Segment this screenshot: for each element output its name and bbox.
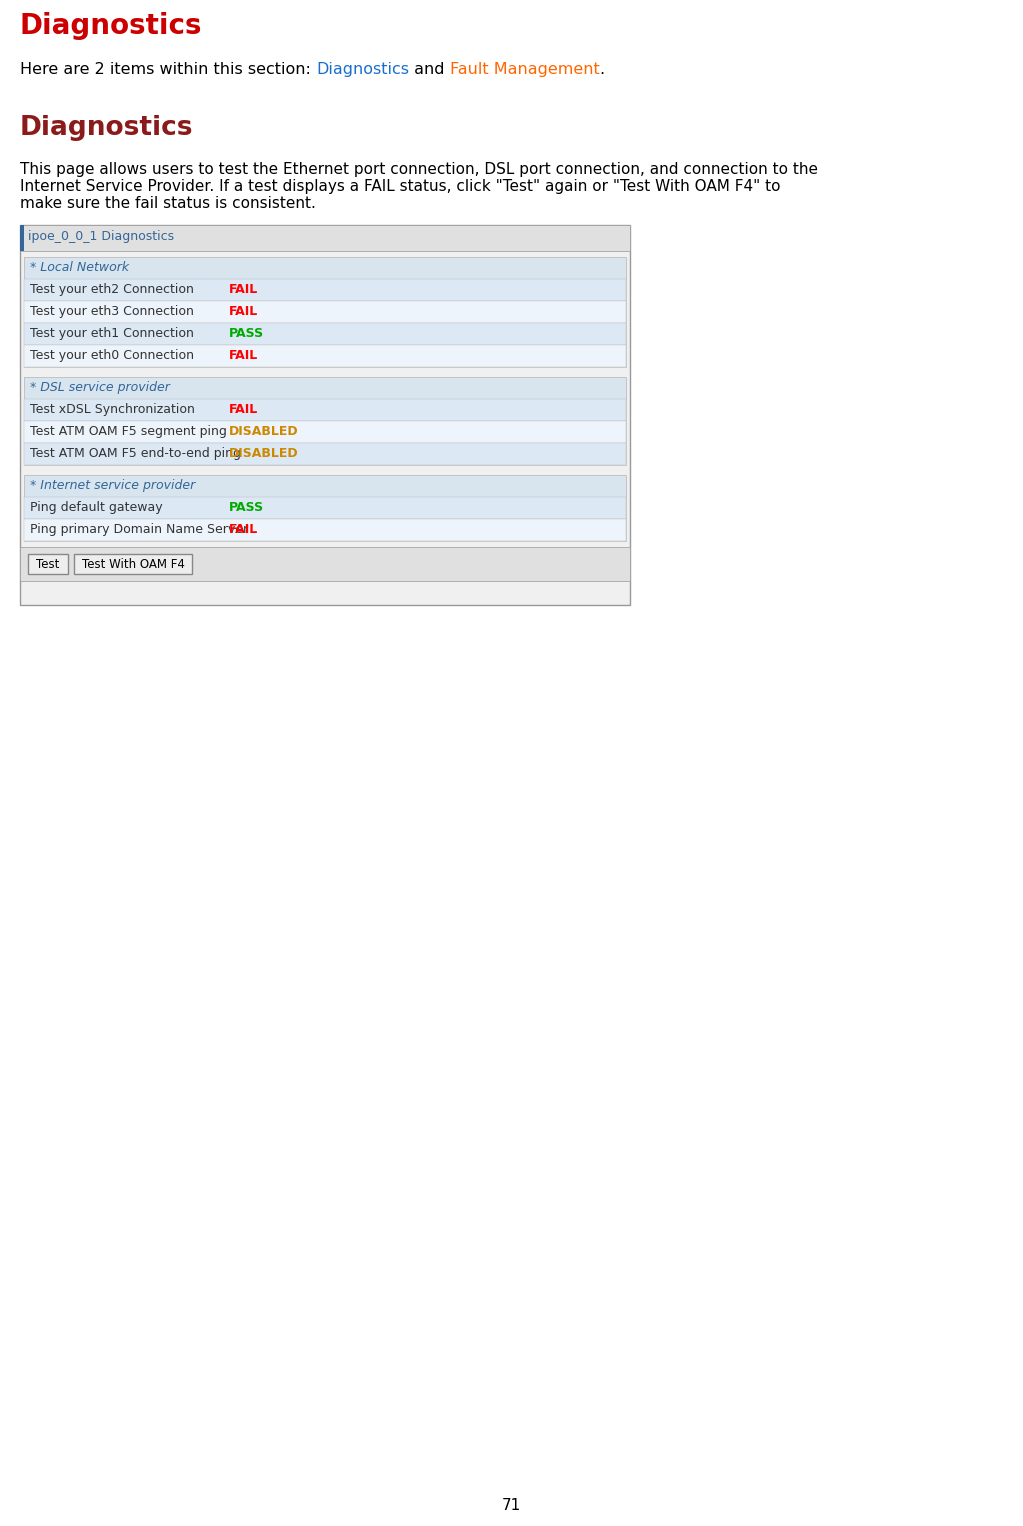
Text: * Internet service provider: * Internet service provider [30, 479, 195, 491]
Text: FAIL: FAIL [229, 282, 258, 296]
Text: Test ATM OAM F5 end-to-end ping: Test ATM OAM F5 end-to-end ping [30, 447, 241, 459]
Bar [20, 546, 630, 581]
Text: Test: Test [36, 559, 59, 571]
Bar [24, 475, 626, 497]
Bar [24, 256, 626, 279]
Bar [24, 324, 626, 345]
Bar [24, 345, 626, 366]
Text: Test xDSL Synchronization: Test xDSL Synchronization [30, 403, 194, 417]
Bar [24, 279, 626, 301]
Text: FAIL: FAIL [229, 349, 258, 362]
Text: ipoe_0_0_1 Diagnostics: ipoe_0_0_1 Diagnostics [28, 230, 174, 243]
Bar [24, 256, 626, 366]
Text: DISABLED: DISABLED [229, 426, 299, 438]
Text: DISABLED: DISABLED [229, 447, 299, 459]
Text: Ping primary Domain Name Server: Ping primary Domain Name Server [30, 523, 249, 536]
Bar [28, 554, 68, 574]
Bar [24, 475, 626, 542]
Bar [24, 497, 626, 519]
Bar [24, 519, 626, 542]
Bar [74, 554, 192, 574]
Text: Here are 2 items within this section:: Here are 2 items within this section: [20, 63, 316, 76]
Text: FAIL: FAIL [229, 403, 258, 417]
Text: Ping default gateway: Ping default gateway [30, 501, 163, 514]
Text: Test your eth3 Connection: Test your eth3 Connection [30, 305, 194, 317]
Bar [20, 224, 630, 604]
Text: Internet Service Provider. If a test displays a FAIL status, click "Test" again : Internet Service Provider. If a test dis… [20, 179, 781, 194]
Text: Test your eth1 Connection: Test your eth1 Connection [30, 327, 194, 340]
Text: Diagnostics: Diagnostics [316, 63, 409, 76]
Bar [24, 377, 626, 398]
Text: PASS: PASS [229, 501, 264, 514]
Text: * DSL service provider: * DSL service provider [30, 382, 170, 394]
Text: Diagnostics: Diagnostics [20, 12, 203, 40]
Bar [24, 377, 626, 465]
Bar [24, 301, 626, 324]
Bar [24, 398, 626, 421]
Text: 71: 71 [501, 1499, 521, 1512]
Text: .: . [599, 63, 605, 76]
Text: Test your eth0 Connection: Test your eth0 Connection [30, 349, 194, 362]
Text: PASS: PASS [229, 327, 264, 340]
Text: * Local Network: * Local Network [30, 261, 129, 275]
Text: Diagnostics: Diagnostics [20, 114, 193, 140]
Bar [20, 224, 24, 250]
Bar [24, 421, 626, 443]
Text: Test ATM OAM F5 segment ping: Test ATM OAM F5 segment ping [30, 426, 227, 438]
Text: Test With OAM F4: Test With OAM F4 [82, 559, 184, 571]
Text: FAIL: FAIL [229, 523, 258, 536]
Text: Test your eth2 Connection: Test your eth2 Connection [30, 282, 194, 296]
Text: and: and [409, 63, 450, 76]
Text: FAIL: FAIL [229, 305, 258, 317]
Bar [24, 443, 626, 465]
Text: make sure the fail status is consistent.: make sure the fail status is consistent. [20, 195, 316, 211]
Text: Fault Management: Fault Management [450, 63, 599, 76]
Bar [20, 224, 630, 250]
Text: This page allows users to test the Ethernet port connection, DSL port connection: This page allows users to test the Ether… [20, 162, 818, 177]
